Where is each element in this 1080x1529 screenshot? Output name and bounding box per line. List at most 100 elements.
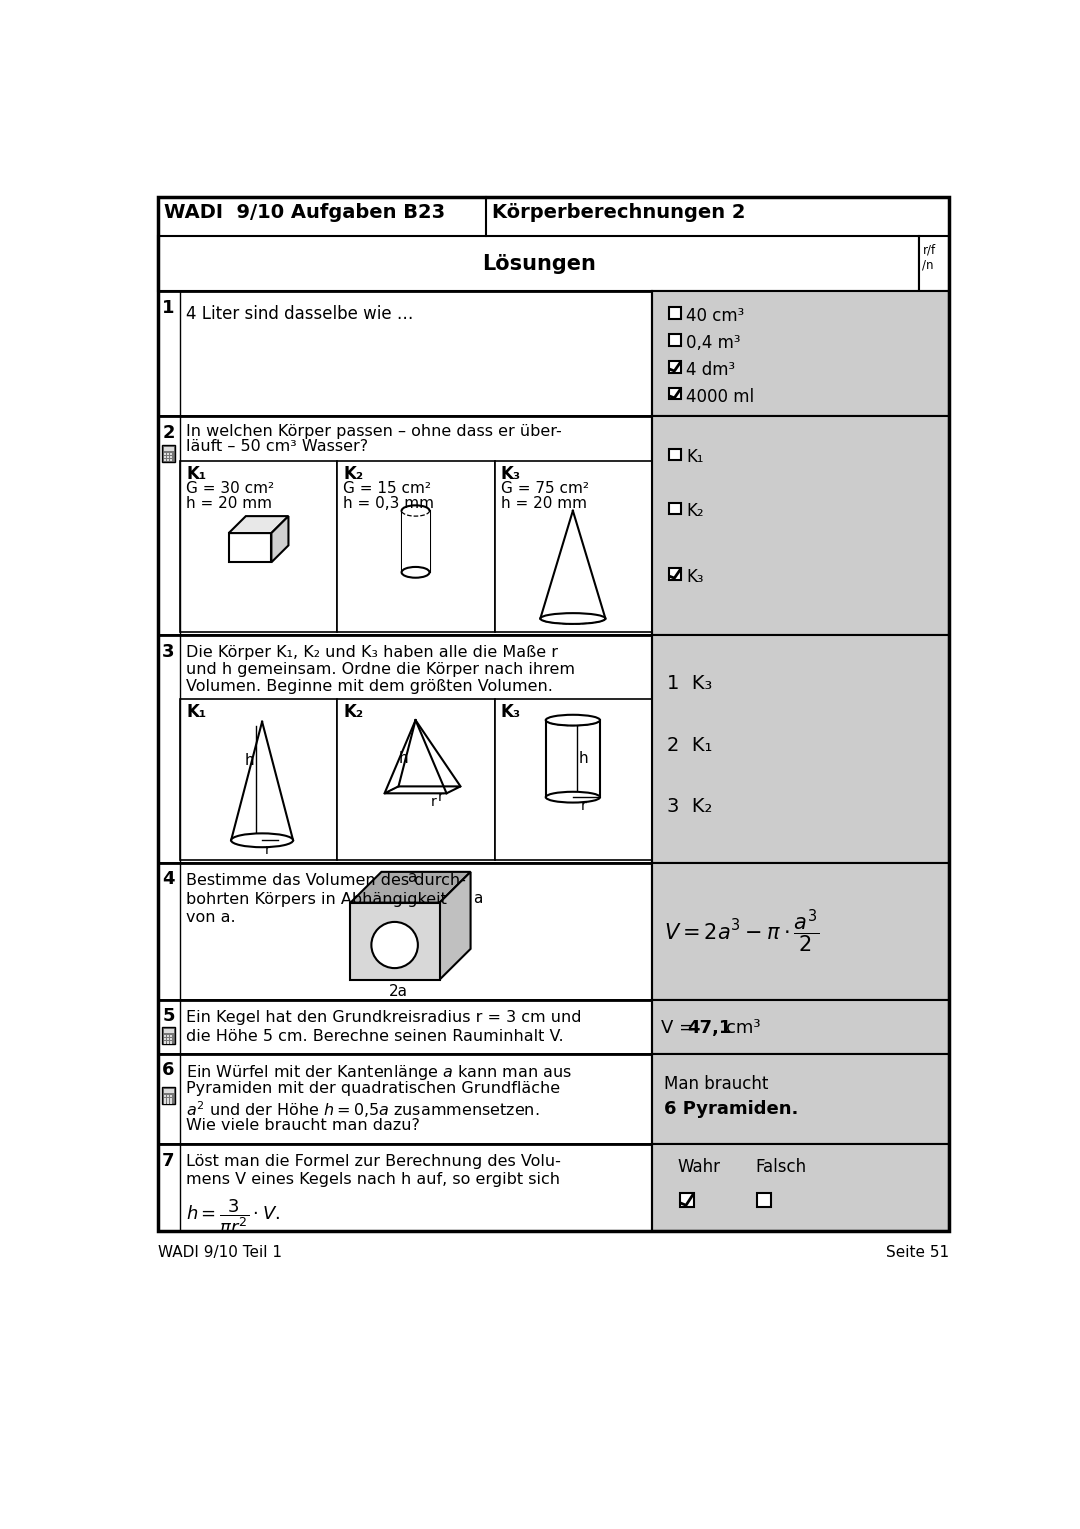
Text: a: a [407,870,417,885]
Text: In welchen Körper passen – ohne dass er über-: In welchen Körper passen – ohne dass er … [186,424,562,439]
Bar [164,1095,166,1098]
Text: 4 Liter sind dasselbe wie …: 4 Liter sind dasselbe wie … [186,306,414,323]
Text: K₂: K₂ [343,465,364,483]
Bar [166,1098,170,1101]
Bar [166,1035,170,1037]
Polygon shape [350,902,440,980]
Bar [164,459,166,462]
Bar [670,333,681,346]
Polygon shape [350,872,471,902]
Text: 2: 2 [162,424,175,442]
Text: V =: V = [661,1018,700,1037]
Bar [170,1041,172,1044]
Ellipse shape [372,922,418,968]
Text: K₃: K₃ [501,703,521,722]
Text: h = 20 mm: h = 20 mm [501,495,586,511]
Bar [495,699,652,859]
Text: läuft – 50 cm³ Wasser?: läuft – 50 cm³ Wasser? [186,439,368,454]
Bar [159,197,948,235]
Bar [170,1035,172,1037]
Text: mens V eines Kegels nach h auf, so ergibt sich: mens V eines Kegels nach h auf, so ergib… [186,1173,561,1187]
Text: K₃: K₃ [501,465,521,483]
Bar [164,1029,174,1032]
Text: 0,4 m³: 0,4 m³ [686,333,741,352]
Ellipse shape [402,567,430,578]
Bar [670,503,681,514]
Bar [164,453,166,456]
Text: Man braucht: Man braucht [663,1075,768,1093]
Bar [919,235,948,292]
Text: und h gemeinsam. Ordne die Körper nach ihrem: und h gemeinsam. Ordne die Körper nach i… [186,662,576,677]
Text: h = 20 mm: h = 20 mm [186,495,272,511]
Text: Die Körper K₁, K₂ und K₃ haben alle die Maße r: Die Körper K₁, K₂ und K₃ haben alle die … [186,645,558,659]
Text: K₂: K₂ [686,502,704,520]
Text: 5: 5 [162,1008,175,1026]
Text: Falsch: Falsch [755,1159,806,1176]
Text: die Höhe 5 cm. Berechne seinen Rauminhalt V.: die Höhe 5 cm. Berechne seinen Rauminhal… [186,1029,564,1044]
Text: WADI 9/10 Teil 1: WADI 9/10 Teil 1 [159,1245,282,1260]
Text: K₃: K₃ [686,567,703,586]
Bar [166,1041,170,1044]
Bar [170,456,172,459]
Text: Pyramiden mit der quadratischen Grundfläche: Pyramiden mit der quadratischen Grundflä… [186,1081,561,1096]
Ellipse shape [231,833,293,847]
Text: 3: 3 [162,644,175,661]
Bar [757,1193,771,1206]
Bar [159,416,948,636]
Bar [670,569,681,579]
Text: $a^2$ und der Höhe $h = 0{,}5a$ zusammensetzen.: $a^2$ und der Höhe $h = 0{,}5a$ zusammen… [186,1099,540,1121]
Text: WADI  9/10 Aufgaben B23: WADI 9/10 Aufgaben B23 [164,203,446,223]
Polygon shape [229,534,271,563]
Polygon shape [271,517,288,563]
Bar [159,292,948,416]
Bar [652,862,948,1000]
Bar [652,1000,948,1053]
Ellipse shape [545,714,600,726]
Bar [652,1144,948,1231]
Text: cm³: cm³ [727,1018,760,1037]
Bar [166,459,170,462]
Text: h: h [245,752,255,768]
Bar [670,307,681,318]
Bar [545,720,600,797]
Text: K₁: K₁ [186,465,206,483]
Text: von a.: von a. [186,910,235,925]
Bar [170,1098,172,1101]
Text: Löst man die Formel zur Berechnung des Volu-: Löst man die Formel zur Berechnung des V… [186,1154,561,1168]
Bar [652,1053,948,1144]
Bar [164,1035,166,1037]
Ellipse shape [402,506,430,517]
Bar [164,1101,166,1104]
Bar [652,416,948,636]
Bar [164,1089,174,1093]
Bar [162,1087,175,1104]
Bar [159,636,948,862]
Text: Lösungen: Lösungen [482,254,596,274]
Polygon shape [384,786,460,794]
Bar [337,460,495,633]
Bar [495,460,652,633]
Bar [670,388,681,399]
Text: 4 dm³: 4 dm³ [686,361,735,379]
Bar [180,699,337,859]
Text: bohrten Körpers in Abhängigkeit: bohrten Körpers in Abhängigkeit [186,891,447,907]
Text: K₂: K₂ [343,703,364,722]
Bar [170,459,172,462]
Text: Bestimme das Volumen des durch-: Bestimme das Volumen des durch- [186,873,467,888]
Bar [402,511,430,572]
Text: 1: 1 [162,300,175,317]
Ellipse shape [545,792,600,803]
Text: Volumen. Beginne mit dem größten Volumen.: Volumen. Beginne mit dem größten Volumen… [186,679,553,694]
Text: K₁: K₁ [686,448,703,466]
Bar [170,1095,172,1098]
Bar [164,446,174,451]
Bar [159,862,948,1000]
Bar [159,1053,948,1144]
Bar [652,636,948,862]
Bar [162,1027,175,1044]
Bar [159,197,948,1231]
Text: Ein Würfel mit der Kantenlänge $a$ kann man aus: Ein Würfel mit der Kantenlänge $a$ kann … [186,1063,572,1083]
Bar [159,1000,948,1053]
Text: 2a: 2a [389,985,407,1000]
Bar [170,1038,172,1041]
